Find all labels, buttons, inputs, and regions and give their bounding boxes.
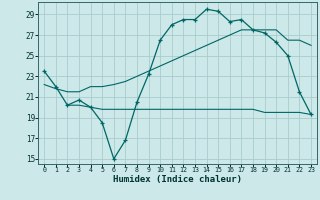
X-axis label: Humidex (Indice chaleur): Humidex (Indice chaleur)	[113, 175, 242, 184]
